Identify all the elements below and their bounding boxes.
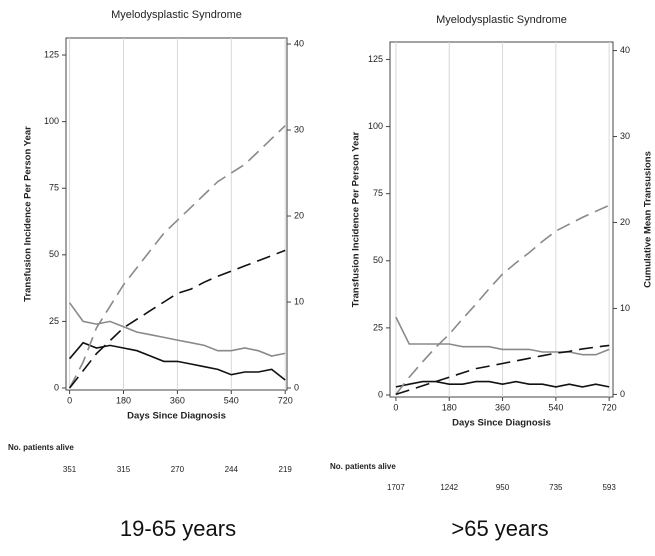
x-tick-label: 360 (495, 402, 510, 412)
at-risk-count: 735 (549, 483, 563, 492)
at-risk-label: No. patients alive (8, 443, 74, 452)
x-axis-label: Days Since Diagnosis (127, 411, 226, 422)
y-tick-label: 100 (44, 116, 59, 126)
y-axis-label: Transfusion Incidence Per Person Year (23, 126, 34, 302)
x-tick-label: 360 (170, 395, 185, 405)
x-axis-label: Days Since Diagnosis (452, 418, 551, 429)
series-line (68, 249, 286, 389)
y2-tick-label: 0 (620, 389, 625, 399)
chart-title: Myelodysplastic Syndrome (436, 14, 567, 26)
at-risk-count: 219 (279, 465, 293, 474)
y-tick-label: 125 (368, 54, 383, 64)
at-risk-count: 244 (225, 465, 239, 474)
y-tick-label: 100 (368, 121, 383, 131)
plot-frame (65, 37, 288, 391)
x-tick-label: 180 (116, 395, 131, 405)
x-tick-label: 0 (393, 402, 398, 412)
at-risk-count: 351 (63, 465, 77, 474)
series-line (68, 341, 286, 381)
x-tick-label: 0 (67, 395, 72, 405)
x-tick-label: 540 (224, 395, 239, 405)
plot-frame (389, 41, 614, 398)
y2-tick-label: 40 (294, 38, 304, 48)
y2-tick-label: 30 (294, 124, 304, 134)
x-tick-label: 720 (602, 402, 617, 412)
panel-caption: 19-65 years (120, 516, 236, 541)
at-risk-count: 315 (117, 465, 131, 474)
y-tick-label: 0 (378, 389, 383, 399)
panel-caption: >65 years (451, 516, 548, 541)
series-line (395, 204, 610, 395)
series-line (395, 344, 610, 396)
y-tick-label: 75 (49, 183, 59, 193)
series-line (68, 125, 286, 389)
y-tick-label: 50 (373, 255, 383, 265)
y-tick-label: 0 (54, 382, 59, 392)
at-risk-count: 950 (496, 483, 510, 492)
y2-tick-label: 20 (620, 217, 630, 227)
chart-title: Myelodysplastic Syndrome (111, 9, 242, 21)
y2-tick-label: 30 (620, 131, 630, 141)
x-tick-label: 540 (548, 402, 563, 412)
at-risk-count: 1242 (440, 483, 458, 492)
y-tick-label: 75 (373, 188, 383, 198)
y-tick-label: 25 (49, 316, 59, 326)
y2-tick-label: 10 (620, 303, 630, 313)
y2-tick-label: 10 (294, 296, 304, 306)
series-line (395, 380, 610, 388)
x-tick-label: 180 (442, 402, 457, 412)
y-tick-label: 50 (49, 249, 59, 259)
at-risk-count: 593 (602, 483, 616, 492)
y2-tick-label: 40 (620, 45, 630, 55)
y-axis-label: Transfusion Incidence Per Person Year (351, 131, 362, 307)
series-line (68, 302, 286, 357)
at-risk-count: 270 (171, 465, 185, 474)
at-risk-count: 1707 (387, 483, 405, 492)
series-line (395, 316, 610, 356)
y-tick-label: 25 (373, 322, 383, 332)
x-tick-label: 720 (278, 395, 293, 405)
y2-tick-label: 0 (294, 382, 299, 392)
y2-tick-label: 20 (294, 210, 304, 220)
at-risk-label: No. patients alive (330, 462, 396, 471)
y-tick-label: 125 (44, 49, 59, 59)
y2-axis-label: Cumulative Mean Transusions (643, 151, 654, 288)
